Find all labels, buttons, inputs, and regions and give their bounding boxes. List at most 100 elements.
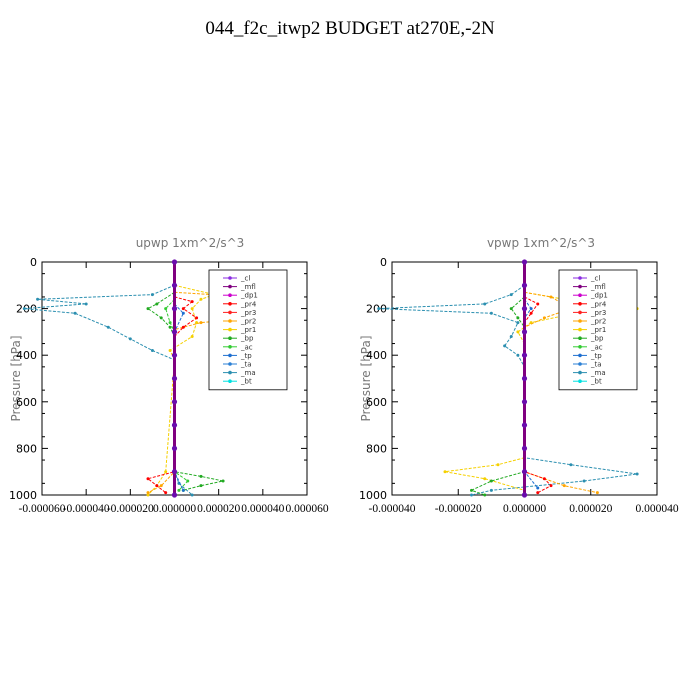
series-line-bp — [147, 291, 224, 491]
legend-marker — [228, 379, 232, 384]
data-point — [470, 493, 473, 497]
data-point — [542, 477, 546, 481]
data-point — [168, 325, 172, 329]
data-point — [36, 297, 40, 301]
legend-marker — [228, 310, 232, 315]
legend-marker — [578, 302, 582, 306]
y-axis-label: Pressure [hPa] — [9, 335, 23, 421]
chart-panel-2: vpwp 1xm^2/s^3 Pressure [hPa] 0 200 400 600 80… — [359, 236, 679, 515]
data-point — [155, 484, 159, 488]
data-point — [171, 492, 178, 498]
data-point — [521, 492, 528, 498]
data-point — [150, 349, 154, 353]
legend-label: _bt — [240, 378, 252, 386]
legend-label: _tp — [240, 352, 252, 360]
data-point — [22, 307, 26, 311]
x-tick-label: 0.000020 — [569, 503, 612, 515]
legend-label: _ta — [590, 361, 602, 369]
x-tick-label: 0.000040 — [635, 503, 678, 515]
legend-label: _cl — [590, 275, 600, 283]
legend-marker — [578, 370, 582, 375]
legend-marker — [578, 327, 582, 332]
data-point — [536, 302, 540, 306]
legend-label: _pr4 — [590, 300, 607, 308]
data-point — [199, 321, 203, 325]
legend-label: _bp — [590, 335, 604, 343]
x-tick-label: 0.000060 — [285, 503, 328, 515]
legend-label: _pr3 — [590, 309, 606, 317]
x-tick-label: -0.000040 — [63, 503, 110, 515]
data-point — [503, 344, 507, 348]
legend-label: _ta — [240, 361, 252, 369]
x-tick-label: 0.000040 — [241, 503, 284, 515]
data-point — [489, 488, 493, 492]
x-tick-label: -0.000020 — [107, 503, 154, 515]
legend-label: _pr2 — [590, 318, 606, 326]
legend-label: _pr3 — [240, 309, 256, 317]
data-point — [529, 307, 533, 311]
series-line-pr2 — [524, 291, 598, 494]
data-point — [146, 477, 150, 481]
data-point — [168, 349, 172, 353]
series-line-ma — [24, 271, 193, 496]
data-point — [549, 295, 553, 299]
data-point — [521, 469, 528, 475]
x-tick-label: 0.000000 — [503, 503, 546, 515]
legend-label: _dp1 — [240, 292, 258, 300]
data-point — [186, 479, 190, 483]
data-point — [171, 399, 178, 405]
legend-marker — [228, 327, 232, 332]
y-tick-label: 400 — [16, 349, 37, 362]
y-tick-label: 600 — [366, 396, 387, 409]
data-point — [595, 491, 599, 495]
data-point — [155, 302, 159, 306]
data-point — [164, 470, 168, 474]
data-point — [164, 307, 168, 311]
data-point — [470, 488, 473, 492]
data-point — [168, 321, 172, 325]
legend-marker — [578, 353, 582, 358]
data-point — [84, 302, 88, 306]
legend: _cl_mfl_dp1_pr4_pr3_pr2_pr1_bp_ac_tp_ta_… — [208, 269, 288, 391]
legend-marker — [578, 276, 582, 280]
y-tick-label: 0 — [380, 256, 387, 269]
data-point — [483, 477, 487, 481]
data-point — [549, 484, 553, 488]
data-point — [569, 463, 573, 467]
y-tick-label: 400 — [366, 349, 387, 362]
data-point — [177, 488, 181, 492]
panel-title: vpwp 1xm^2/s^3 — [487, 236, 595, 250]
legend-marker — [228, 319, 232, 323]
data-point — [562, 484, 566, 488]
legend-label: _tp — [590, 352, 602, 360]
figure-title: 044_f2c_itwp2 BUDGET at270E,-2N — [205, 18, 495, 39]
legend-marker — [228, 302, 232, 306]
data-point — [496, 463, 500, 467]
data-point — [146, 491, 150, 495]
data-point — [377, 307, 381, 311]
data-point — [516, 330, 520, 334]
legend-label: _pr2 — [240, 318, 256, 326]
data-point — [483, 302, 487, 306]
data-point — [195, 316, 199, 320]
data-point — [181, 307, 185, 311]
data-point — [150, 293, 154, 297]
legend-label: _mfl — [240, 283, 256, 291]
series-line-pr4 — [524, 296, 552, 494]
legend-marker — [578, 284, 582, 289]
legend-box — [208, 269, 288, 391]
data-point — [146, 307, 150, 311]
data-point — [159, 316, 163, 320]
series-line-ma — [378, 284, 638, 496]
data-point — [171, 352, 178, 358]
legend-label: _ma — [240, 369, 256, 377]
data-point — [181, 325, 185, 329]
series-line-tp — [524, 299, 539, 489]
data-point — [521, 399, 528, 405]
legend-marker — [228, 370, 232, 375]
data-point — [73, 311, 77, 315]
legend-marker — [578, 379, 582, 384]
data-point — [199, 297, 203, 301]
data-point — [171, 445, 178, 451]
